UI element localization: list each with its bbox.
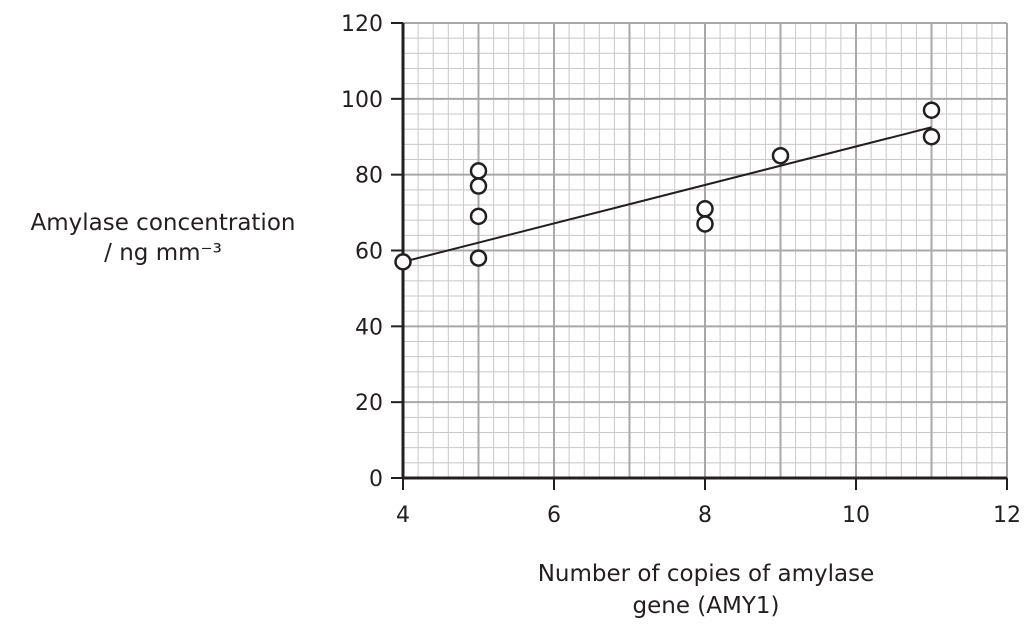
data-point (469, 177, 488, 195)
y-tick-label: 100 (341, 88, 383, 113)
trend-line (402, 126, 932, 263)
y-axis-label-line1: Amylase concentration (30, 210, 296, 236)
y-tick-label: 80 (355, 164, 383, 189)
y-tick-label: 0 (369, 467, 383, 492)
x-tick-label: 4 (396, 503, 410, 528)
data-point (771, 146, 790, 165)
axes (391, 22, 1008, 490)
y-tick-label: 60 (355, 240, 383, 265)
trend-line-group (402, 126, 932, 263)
data-point (696, 200, 714, 218)
x-axis-label-line1: Number of copies of amylase (537, 561, 875, 587)
x-tick-label: 8 (698, 503, 712, 528)
y-tick-label: 40 (355, 315, 383, 340)
data-point (394, 253, 412, 271)
x-tick-label: 6 (547, 503, 561, 528)
data-points (394, 101, 941, 271)
y-axis-label-line2: / ng mm⁻³ (104, 240, 222, 266)
data-point (922, 128, 941, 146)
tick-labels: 0 20 40 60 80 100 120 4 6 8 10 12 (341, 12, 1021, 528)
y-tick-label: 20 (355, 391, 383, 416)
data-point (469, 249, 488, 267)
data-point (696, 215, 714, 233)
y-tick-label: 120 (341, 12, 383, 37)
y-axis-label: Amylase concentration / ng mm⁻³ (0, 208, 326, 268)
x-axis-label: Number of copies of amylase gene (AMY1) (486, 558, 926, 622)
x-tick-label: 12 (993, 503, 1021, 528)
data-point (469, 162, 488, 180)
x-axis-label-line2: gene (AMY1) (632, 593, 780, 619)
data-point (922, 101, 941, 119)
x-tick-label: 10 (842, 503, 870, 528)
data-point (469, 207, 488, 226)
